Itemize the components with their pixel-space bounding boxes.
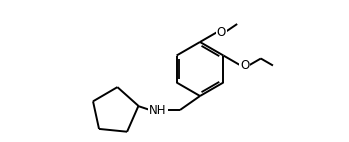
Text: NH: NH bbox=[149, 104, 167, 116]
Text: O: O bbox=[217, 26, 226, 38]
Text: O: O bbox=[240, 59, 249, 72]
